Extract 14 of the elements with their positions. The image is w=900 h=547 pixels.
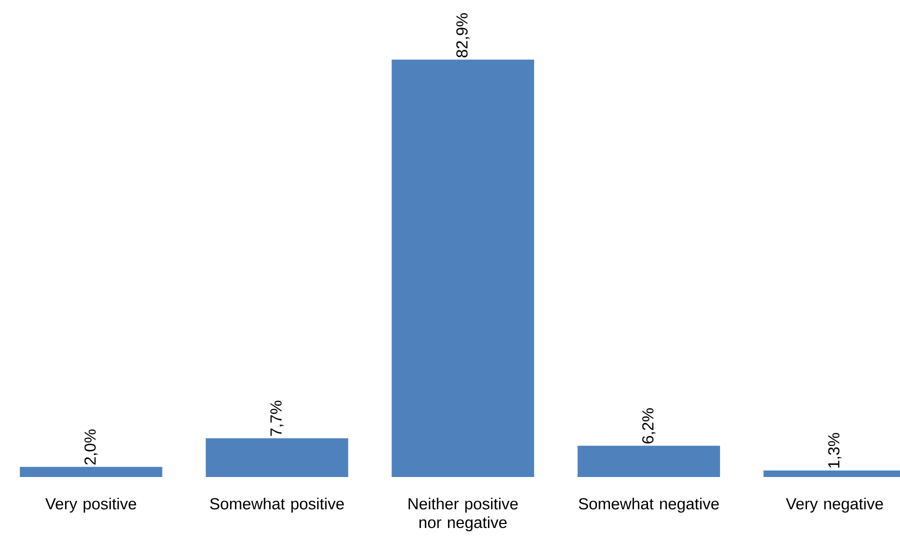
data-label: 2,0%	[84, 429, 98, 465]
x-tick-label: Very negative	[786, 498, 883, 513]
data-label: 82,9%	[456, 13, 470, 58]
data-label: 6,2%	[642, 408, 656, 444]
bar	[206, 438, 348, 477]
x-tick-label: Somewhat negative	[578, 498, 719, 513]
bar	[392, 60, 534, 477]
x-tick-label: Very positive	[45, 498, 136, 513]
bar	[578, 446, 720, 477]
x-tick-label: Neither positive nor negative	[408, 498, 518, 532]
data-label: 1,3%	[828, 432, 842, 468]
data-label: 7,7%	[270, 400, 284, 436]
x-tick-label: Somewhat positive	[210, 498, 344, 513]
bar	[20, 466, 162, 477]
